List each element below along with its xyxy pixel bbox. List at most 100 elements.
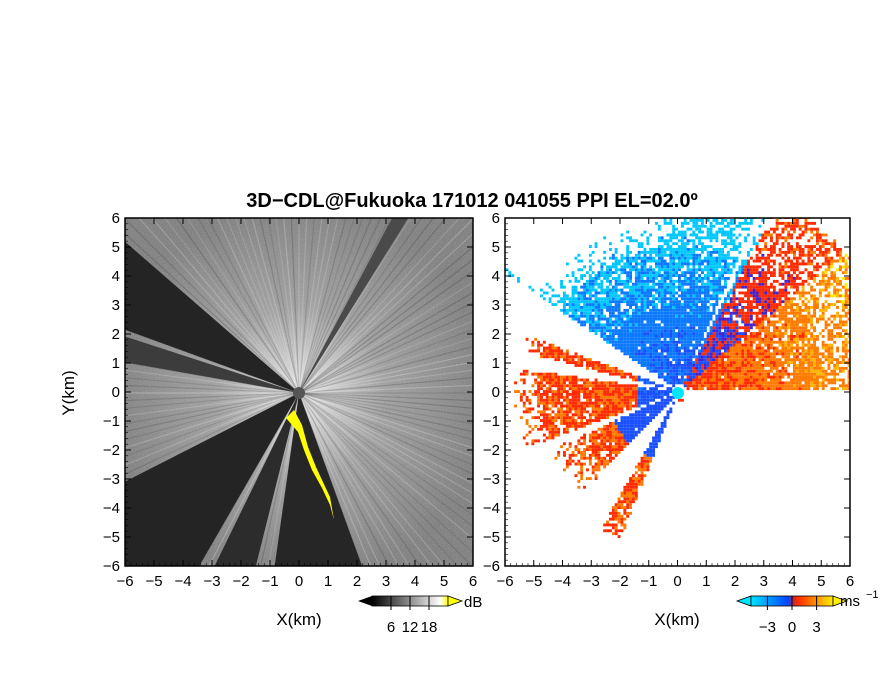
radial-streak [298,392,473,449]
velocity-pixel [672,253,676,257]
velocity-pixel [542,378,546,382]
velocity-pixel [672,329,676,333]
velocity-pixel [715,294,719,298]
velocity-pixel [545,381,549,385]
velocity-pixel [816,335,819,338]
velocity-pixel [643,352,647,356]
velocity-pixel [678,265,681,269]
velocity-pixel [732,384,736,388]
velocity-pixel [729,230,733,234]
velocity-pixel [652,340,655,344]
velocity-pixel [781,332,785,335]
velocity-pixel [606,340,609,344]
velocity-pixel [735,256,739,260]
velocity-pixel [603,250,607,254]
velocity-pixel [724,224,727,228]
velocity-pixel [680,308,684,312]
velocity-pixel [706,259,710,263]
velocity-pixel [594,413,598,417]
velocity-pixel [629,337,632,341]
velocity-pixel [686,361,690,364]
velocity-pixel [672,250,676,254]
velocity-pixel [755,291,759,295]
velocity-pixel [591,306,595,309]
velocity-pixel [807,245,811,248]
velocity-pixel [715,323,719,327]
velocity-pixel [626,404,630,408]
velocity-pixel [603,384,607,388]
velocity-pixel [807,332,811,335]
velocity-pixel [669,300,673,304]
velocity-pixel [747,314,750,318]
velocity-pixel [565,422,569,425]
velocity-pixel [603,306,607,309]
velocity-pixel [703,300,707,304]
velocity-pixel [626,277,630,280]
velocity-pixel [703,245,707,248]
velocity-pixel [744,300,747,304]
velocity-pixel [749,332,753,335]
velocity-pixel [781,250,785,254]
velocity-pixel [686,369,690,373]
velocity-pixel [767,268,770,272]
velocity-pixel [686,306,690,309]
velocity-pixel [749,381,753,385]
velocity-pixel [784,340,788,344]
velocity-pixel [689,375,693,379]
velocity-pixel [646,277,650,280]
velocity-pixel [726,320,730,324]
velocity-pixel [663,369,667,373]
velocity-pixel [574,381,578,385]
velocity-pixel [606,323,609,327]
velocity-pixel [657,317,661,321]
velocity-pixel [680,326,684,330]
radial-streak [298,218,382,394]
velocity-pixel [755,372,759,376]
velocity-pixel [795,384,799,388]
velocity-pixel [666,242,670,246]
velocity-pixel [646,306,650,309]
velocity-pixel [663,277,667,280]
velocity-pixel [603,277,607,280]
velocity-pixel [597,413,601,417]
velocity-pixel [741,326,745,330]
velocity-pixel [784,291,788,295]
velocity-pixel [571,384,575,388]
velocity-pixel [686,242,690,246]
velocity-pixel [643,413,647,417]
radial-streak [298,392,473,441]
velocity-pixel [577,361,581,364]
velocity-pixel [672,355,676,359]
velocity-pixel [660,245,664,248]
velocity-pixel [652,259,655,263]
velocity-pixel [617,337,621,341]
velocity-pixel [545,355,549,359]
velocity-pixel [672,274,676,277]
velocity-pixel [580,407,584,411]
radar-site-marker [293,387,305,399]
velocity-pixel [706,306,710,309]
velocity-pixel [609,268,612,272]
velocity-pixel [600,288,604,292]
velocity-pixel [643,335,647,338]
velocity-pixel [726,375,730,379]
velocity-pixel [660,248,664,251]
velocity-pixel [749,355,753,359]
velocity-pixel [560,407,563,411]
velocity-pixel [724,387,727,391]
velocity-pixel [787,384,791,388]
velocity-pixel [749,346,753,350]
velocity-pixel [669,233,673,237]
velocity-pixel [657,329,661,333]
velocity-pixel [701,361,704,364]
velocity-pixel [764,372,768,376]
velocity-pixel [787,317,791,321]
velocity-pixel [698,323,701,327]
velocity-pixel [609,407,612,411]
velocity-pixel [646,279,650,283]
velocity-pixel [698,268,701,272]
velocity-pixel [747,326,750,330]
velocity-pixel [775,346,779,350]
velocity-pixel [810,271,814,275]
velocity-pixel [560,395,563,399]
